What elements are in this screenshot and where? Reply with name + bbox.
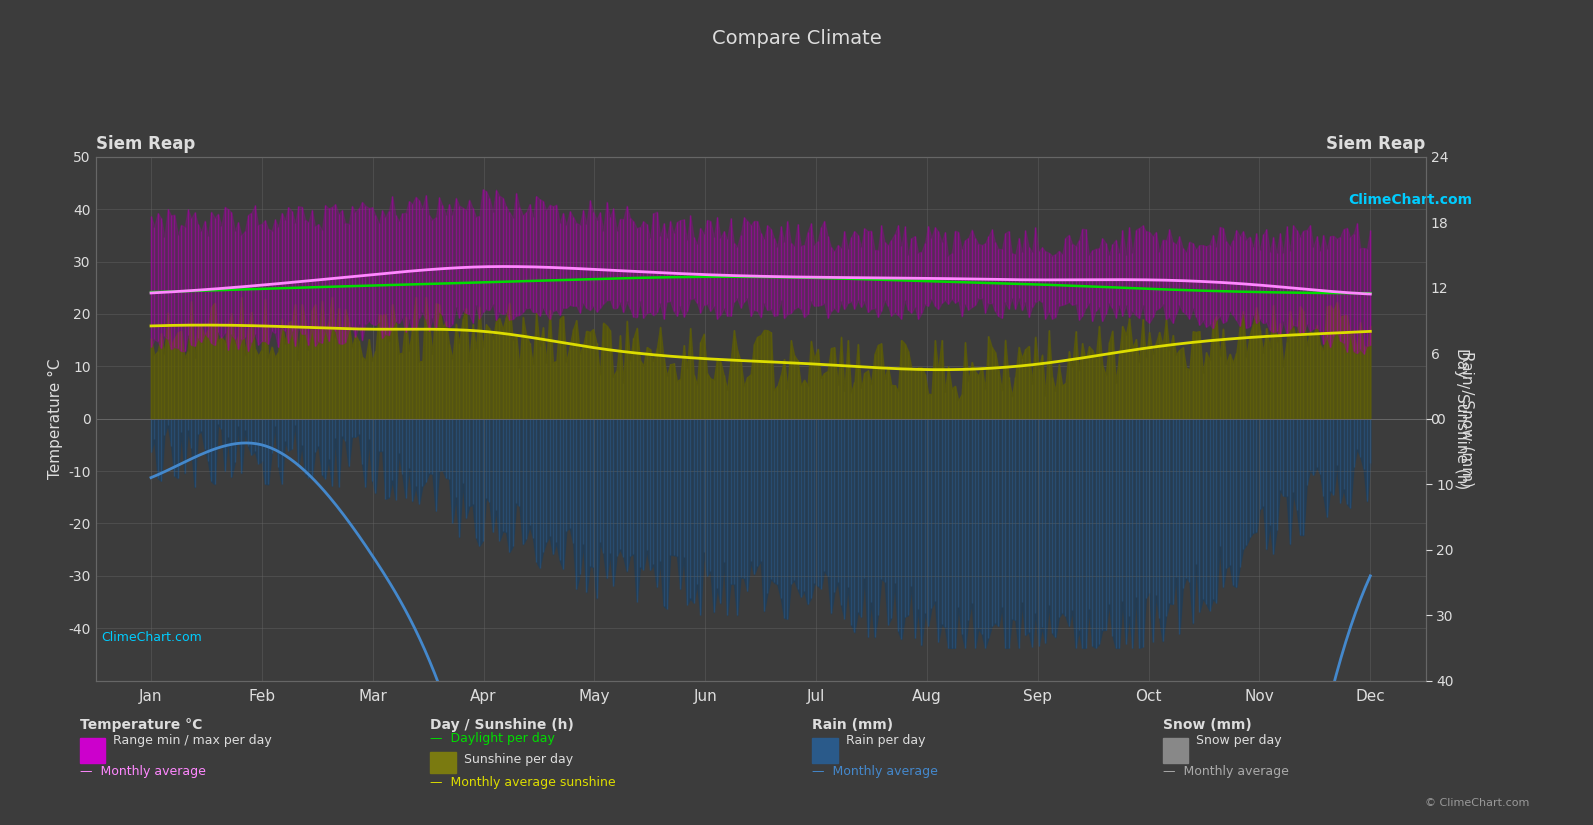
Text: Range min / max per day: Range min / max per day xyxy=(113,734,272,747)
Text: Snow per day: Snow per day xyxy=(1196,734,1282,747)
Text: Temperature °C: Temperature °C xyxy=(80,718,202,732)
Text: —  Monthly average: — Monthly average xyxy=(812,765,938,778)
Text: ClimeChart.com: ClimeChart.com xyxy=(1348,193,1472,207)
Text: ClimeChart.com: ClimeChart.com xyxy=(100,631,202,644)
Text: Siem Reap: Siem Reap xyxy=(1327,134,1426,153)
Text: —  Monthly average: — Monthly average xyxy=(1163,765,1289,778)
Text: Siem Reap: Siem Reap xyxy=(96,134,194,153)
Y-axis label: Temperature °C: Temperature °C xyxy=(48,358,62,479)
Text: Sunshine per day: Sunshine per day xyxy=(464,753,573,766)
Text: © ClimeChart.com: © ClimeChart.com xyxy=(1424,799,1529,808)
Text: —  Monthly average: — Monthly average xyxy=(80,765,205,778)
Y-axis label: Day / Sunshine (h): Day / Sunshine (h) xyxy=(1454,348,1469,489)
Y-axis label: Rain / Snow (mm): Rain / Snow (mm) xyxy=(1459,351,1475,487)
Text: Rain (mm): Rain (mm) xyxy=(812,718,894,732)
Text: Snow (mm): Snow (mm) xyxy=(1163,718,1252,732)
Text: —  Monthly average sunshine: — Monthly average sunshine xyxy=(430,776,616,789)
Text: Rain per day: Rain per day xyxy=(846,734,926,747)
Text: —  Daylight per day: — Daylight per day xyxy=(430,732,554,745)
Text: Day / Sunshine (h): Day / Sunshine (h) xyxy=(430,718,573,732)
Text: Compare Climate: Compare Climate xyxy=(712,29,881,48)
